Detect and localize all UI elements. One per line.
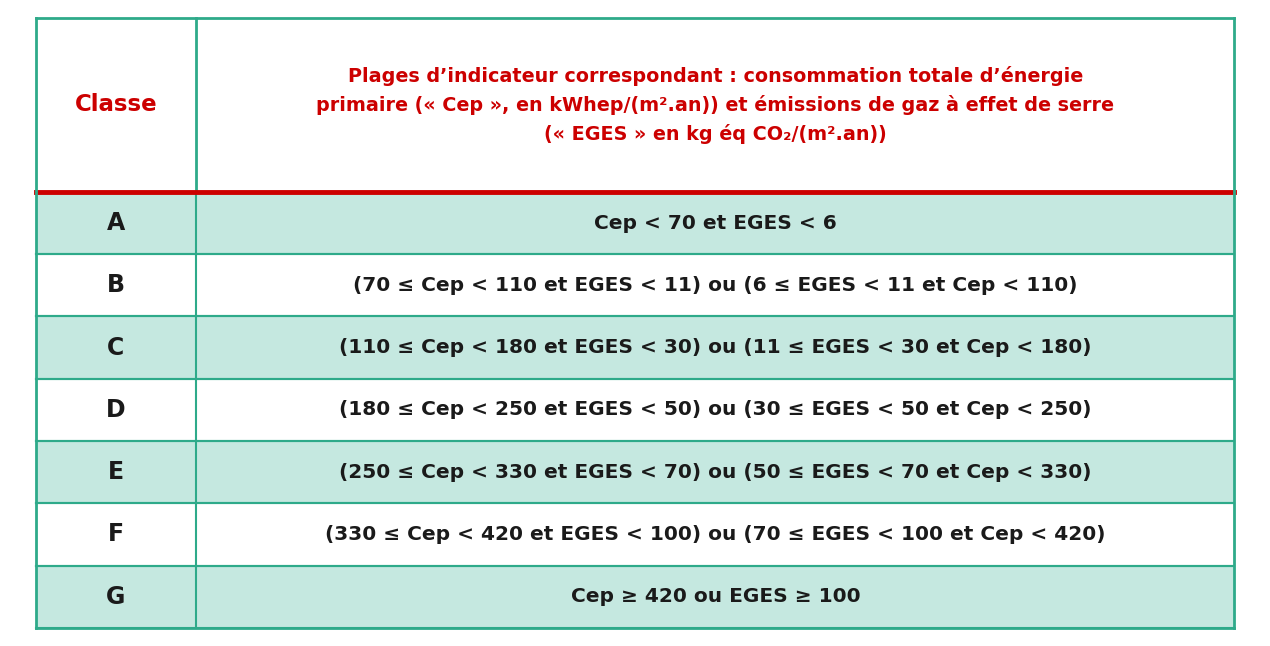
- Text: G: G: [107, 585, 126, 609]
- Bar: [36, 18, 1234, 192]
- Bar: [36, 192, 1234, 254]
- Text: Cep < 70 et EGES < 6: Cep < 70 et EGES < 6: [594, 214, 837, 233]
- Text: (250 ≤ Cep < 330 et EGES < 70) ou (50 ≤ EGES < 70 et Cep < 330): (250 ≤ Cep < 330 et EGES < 70) ou (50 ≤ …: [339, 463, 1092, 482]
- Text: (70 ≤ Cep < 110 et EGES < 11) ou (6 ≤ EGES < 11 et Cep < 110): (70 ≤ Cep < 110 et EGES < 11) ou (6 ≤ EG…: [353, 276, 1077, 295]
- Bar: [36, 317, 1234, 379]
- Bar: [36, 254, 1234, 317]
- Text: B: B: [107, 273, 124, 297]
- Text: (110 ≤ Cep < 180 et EGES < 30) ou (11 ≤ EGES < 30 et Cep < 180): (110 ≤ Cep < 180 et EGES < 30) ou (11 ≤ …: [339, 338, 1092, 357]
- Bar: [36, 441, 1234, 503]
- Text: D: D: [107, 398, 126, 422]
- Text: Cep ≥ 420 ou EGES ≥ 100: Cep ≥ 420 ou EGES ≥ 100: [570, 587, 860, 606]
- Bar: [36, 503, 1234, 566]
- Text: C: C: [107, 336, 124, 360]
- Text: F: F: [108, 523, 124, 547]
- Text: (180 ≤ Cep < 250 et EGES < 50) ou (30 ≤ EGES < 50 et Cep < 250): (180 ≤ Cep < 250 et EGES < 50) ou (30 ≤ …: [339, 401, 1092, 419]
- Text: Plages d’indicateur correspondant : consommation totale d’énergie
primaire (« Ce: Plages d’indicateur correspondant : cons…: [316, 66, 1114, 144]
- Text: E: E: [108, 460, 124, 484]
- Text: Classe: Classe: [75, 94, 157, 116]
- Bar: [36, 566, 1234, 628]
- Text: A: A: [107, 211, 124, 235]
- Bar: [36, 379, 1234, 441]
- Text: (330 ≤ Cep < 420 et EGES < 100) ou (70 ≤ EGES < 100 et Cep < 420): (330 ≤ Cep < 420 et EGES < 100) ou (70 ≤…: [325, 525, 1106, 544]
